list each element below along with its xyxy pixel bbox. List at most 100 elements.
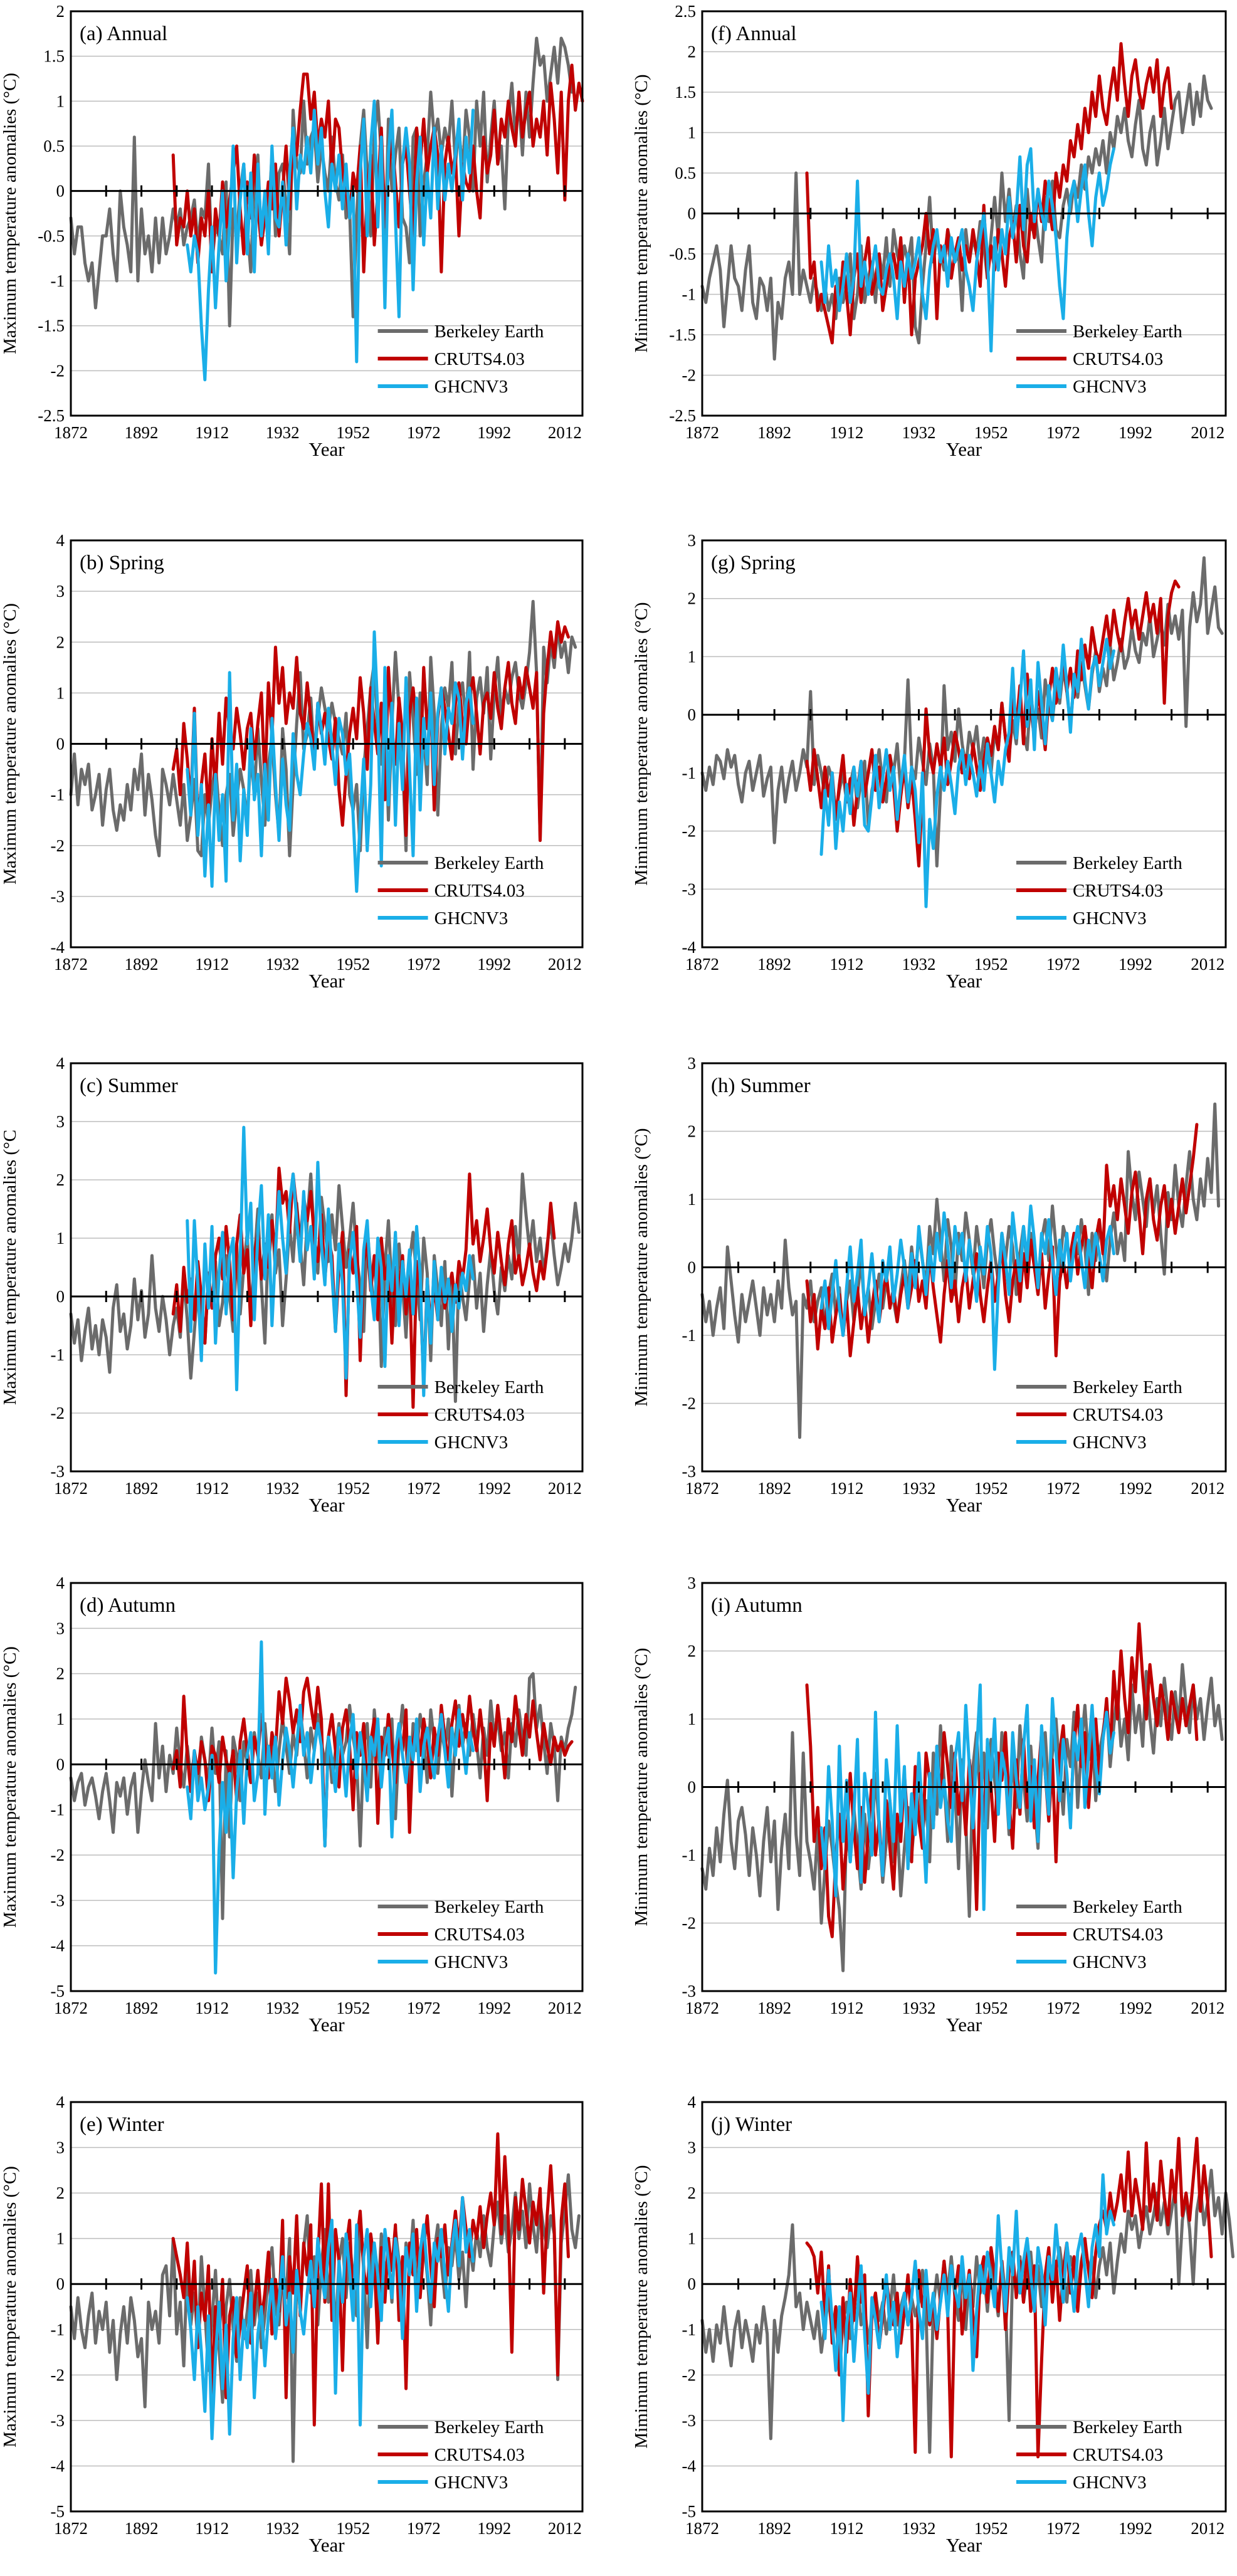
series-line-berkeley-earth (700, 2169, 1234, 2454)
x-tick-label: 1952 (974, 2519, 1008, 2538)
x-tick-label: 1872 (685, 955, 719, 974)
series-line-ghcnv3 (186, 1125, 475, 1397)
y-tick-label: 2 (56, 1170, 65, 1189)
y-tick-label: 1 (56, 1229, 65, 1248)
y-tick-label: 4 (56, 2093, 65, 2111)
x-tick-label: 1972 (407, 955, 441, 974)
y-tick-label: -0.5 (669, 244, 696, 263)
x-axis-label: Year (946, 2534, 982, 2556)
y-tick-label: 1 (56, 2229, 65, 2248)
x-tick-label: 1912 (829, 1479, 863, 1498)
legend-label: Berkeley Earth (1073, 2417, 1182, 2437)
series-line-cruts4-03 (805, 579, 1181, 868)
x-axis-label: Year (308, 1494, 345, 1516)
x-tick-label: 1992 (1119, 1999, 1152, 2017)
y-tick-label: 1.5 (675, 83, 696, 102)
panel-title: (a) Annual (80, 23, 167, 45)
plot-frame (701, 539, 1227, 949)
panel-e: -5 -4 -3 -2 -1 0 1 2 3 4 1872 1892 1912 1932 1952 1972 1… (0, 2093, 584, 2556)
legend-label: GHCNV3 (434, 2473, 508, 2493)
x-axis-label: Year (946, 1494, 982, 1516)
y-tick-label: 2 (56, 2, 65, 21)
y-tick-label: 3 (688, 531, 697, 550)
x-tick-label: 1872 (54, 2519, 88, 2538)
series-line-ghcnv3 (819, 1204, 1115, 1371)
y-tick-label: 2 (688, 43, 697, 61)
x-tick-label: 1972 (407, 423, 441, 442)
y-tick-label: 1 (56, 1710, 65, 1728)
y-tick-label: -2.5 (669, 406, 696, 425)
x-tick-label: 1892 (757, 423, 791, 442)
y-tick-label: -2 (51, 361, 65, 380)
series-line-ghcnv3 (819, 147, 1115, 353)
y-tick-label: 4 (56, 531, 65, 550)
y-axis-label: Maximum temperature anomalies (°C) (0, 1646, 20, 1928)
x-tick-label: 1992 (477, 1999, 511, 2017)
series-line-ghcnv3 (819, 2173, 1115, 2422)
y-tick-label: -2 (51, 1846, 65, 1864)
y-tick-label: -1 (51, 1801, 65, 1819)
y-tick-label: -1.5 (38, 317, 65, 335)
y-axis-label: Minimum temperature anomalies (°C) (631, 74, 651, 352)
x-tick-label: 1972 (1046, 423, 1080, 442)
x-tick-label: 1992 (1119, 1479, 1152, 1498)
panel-title: (g) Spring (711, 552, 796, 574)
y-tick-label: 4 (56, 1054, 65, 1073)
x-tick-label: 2012 (548, 423, 582, 442)
y-tick-label: -2 (682, 1914, 697, 1933)
x-tick-label: 1952 (336, 2519, 370, 2538)
y-tick-label: 2 (56, 2184, 65, 2202)
x-tick-label: 1892 (125, 1999, 159, 2017)
y-tick-label: 1 (688, 1190, 697, 1209)
x-tick-label: 1932 (902, 423, 936, 442)
y-tick-label: -2 (682, 822, 697, 841)
y-tick-label: -1 (51, 2320, 65, 2339)
legend-label: Berkeley Earth (434, 2417, 544, 2437)
y-tick-label: -2 (51, 2365, 65, 2384)
y-tick-label: -2 (682, 1394, 697, 1413)
x-tick-label: 2012 (548, 1999, 582, 2017)
y-tick-label: 1 (688, 124, 697, 142)
x-tick-label: 2012 (1191, 1479, 1224, 1498)
y-tick-label: 0 (688, 204, 697, 223)
legend-label: Berkeley Earth (1073, 1377, 1182, 1397)
y-axis-label: Maximum temperature anomalies (°C) (0, 2166, 20, 2447)
series-line-ghcnv3 (819, 1683, 1115, 1911)
legend-label: GHCNV3 (1073, 908, 1147, 928)
y-tick-label: 1.5 (43, 47, 65, 66)
x-tick-label: 1992 (1119, 423, 1152, 442)
y-tick-label: 3 (688, 1574, 697, 1592)
legend-label: CRUTS4.03 (1073, 881, 1163, 901)
x-tick-label: 1992 (477, 955, 511, 974)
panel-c: -3 -2 -1 0 1 2 3 4 1872 1892 1912 1932 1952 1972 1992 2… (0, 1054, 584, 1516)
series-line-ghcnv3 (186, 630, 475, 893)
y-tick-label: -1 (682, 764, 697, 782)
x-tick-label: 1972 (407, 1479, 441, 1498)
x-tick-label: 1872 (54, 423, 88, 442)
panel-j: -5 -4 -3 -2 -1 0 1 2 3 4 1872 1892 1912 1932 1952 1972 1… (631, 2093, 1234, 2556)
series-line-ghcnv3 (186, 2195, 475, 2441)
legend-label: GHCNV3 (434, 1952, 508, 1972)
x-tick-label: 1952 (336, 955, 370, 974)
legend-label: CRUTS4.03 (1073, 1405, 1163, 1425)
x-tick-label: 1912 (195, 2519, 229, 2538)
y-tick-label: -5 (51, 2502, 65, 2521)
x-tick-label: 1912 (195, 423, 229, 442)
x-tick-label: 1952 (974, 1479, 1008, 1498)
x-tick-label: 1972 (407, 2519, 441, 2538)
legend-label: GHCNV3 (1073, 1433, 1147, 1453)
x-axis-label: Year (308, 970, 345, 992)
x-tick-label: 1952 (974, 1999, 1008, 2017)
legend-label: CRUTS4.03 (1073, 2445, 1163, 2465)
series-line-ghcnv3 (186, 1640, 475, 1975)
x-tick-label: 2012 (548, 955, 582, 974)
y-tick-label: 0 (56, 182, 65, 201)
y-tick-label: -0.5 (38, 226, 65, 245)
y-tick-label: 3 (688, 2138, 697, 2157)
y-tick-label: -1 (51, 271, 65, 290)
legend-label: GHCNV3 (1073, 377, 1147, 397)
y-tick-label: -3 (51, 1462, 65, 1481)
x-tick-label: 2012 (1191, 1999, 1224, 2017)
x-tick-label: 1912 (195, 1479, 229, 1498)
legend-label: CRUTS4.03 (434, 349, 525, 369)
